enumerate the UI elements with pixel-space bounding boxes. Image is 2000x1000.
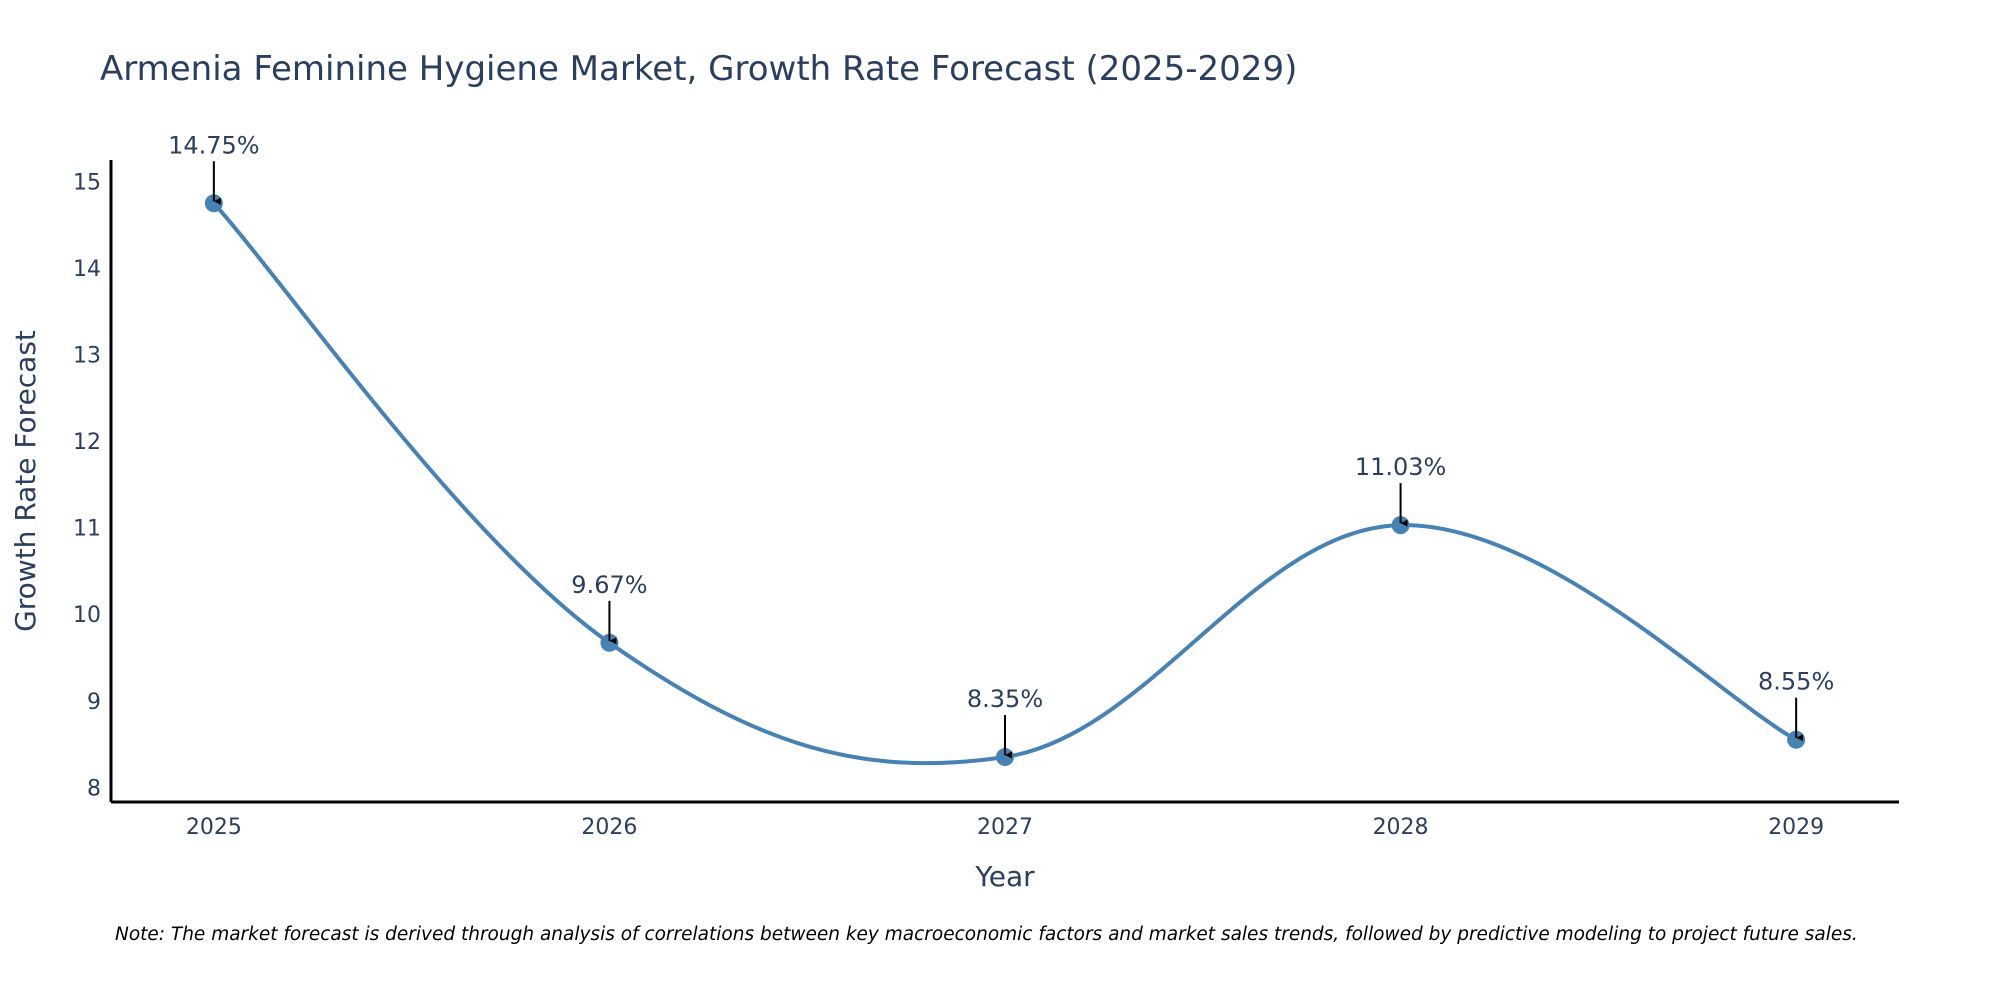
x-tick-label: 2027: [977, 815, 1033, 840]
y-tick-label: 13: [73, 344, 101, 369]
x-tick-label: 2026: [581, 815, 637, 840]
data-points: [204, 194, 1806, 767]
footnote: Note: The market forecast is derived thr…: [115, 924, 1858, 945]
y-tick-label: 15: [73, 171, 101, 196]
x-tick-labels: 2025 2026 2027 2028 2029: [186, 815, 1824, 840]
y-tick-label: 8: [87, 776, 101, 801]
y-tick-label: 10: [73, 603, 101, 628]
y-tick-labels: 8 9 10 11 12 13 14 15: [73, 171, 101, 802]
data-label: 8.35%: [967, 685, 1043, 713]
y-tick-label: 14: [73, 257, 101, 282]
data-label-annotations: 14.75% 9.67% 8.35% 11.03% 8.55%: [168, 131, 1834, 759]
data-label: 9.67%: [571, 571, 647, 599]
x-tick-label: 2025: [186, 815, 242, 840]
series-line: [211, 201, 1799, 766]
y-axis-title: Growth Rate Forecast: [9, 330, 42, 632]
data-label: 14.75%: [168, 131, 260, 159]
x-tick-label: 2028: [1373, 815, 1429, 840]
x-tick-label: 2029: [1768, 815, 1824, 840]
data-label: 11.03%: [1355, 453, 1447, 481]
x-axis-title: Year: [974, 860, 1035, 893]
chart-title: Armenia Feminine Hygiene Market, Growth …: [100, 49, 1297, 89]
y-tick-label: 11: [73, 517, 101, 542]
data-label: 8.55%: [1758, 668, 1834, 696]
y-tick-label: 9: [87, 690, 101, 715]
y-tick-label: 12: [73, 430, 101, 455]
